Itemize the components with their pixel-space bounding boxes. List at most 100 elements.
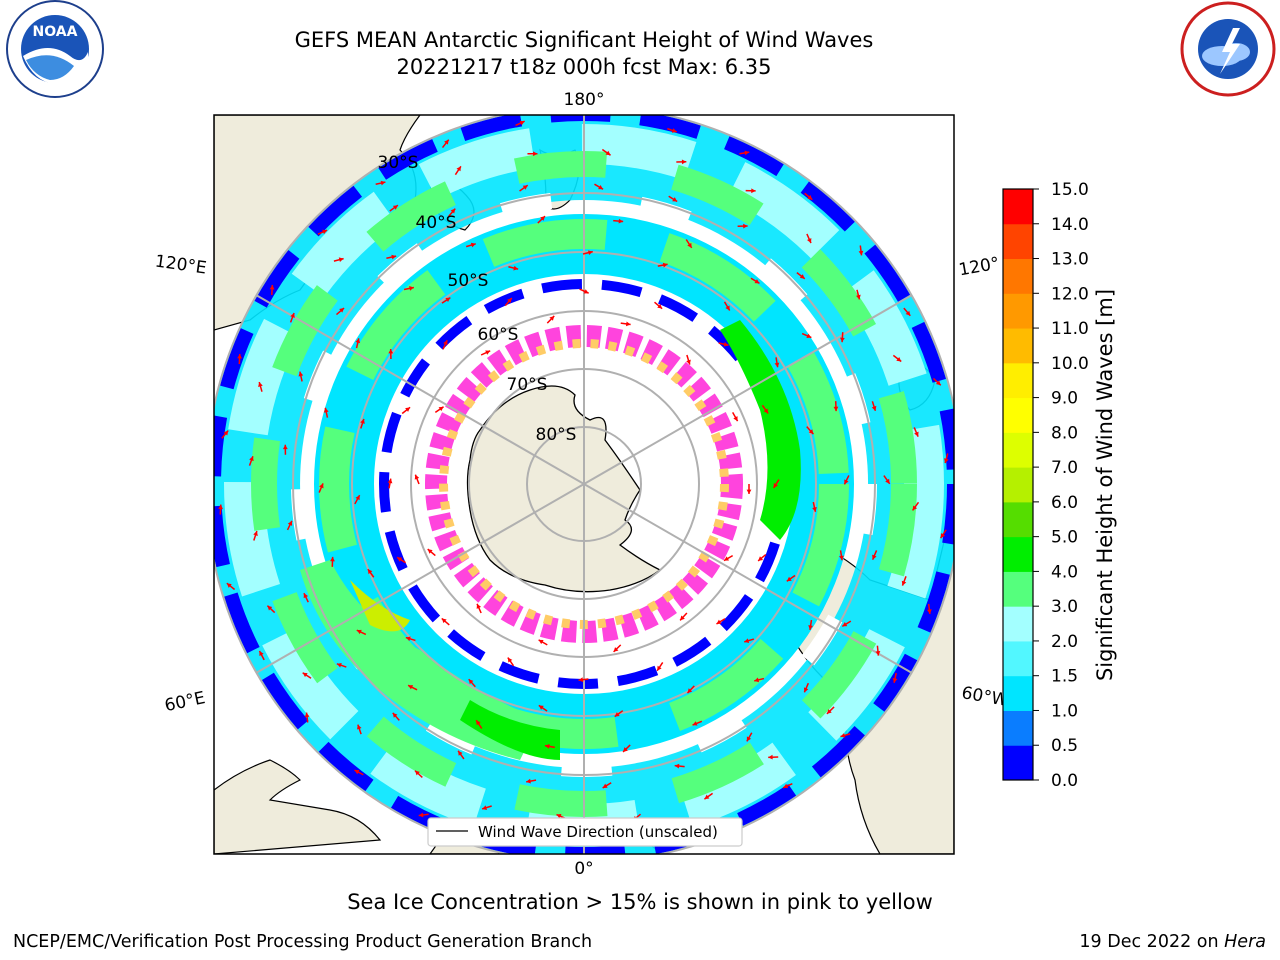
wave-direction-arrowhead — [896, 356, 902, 362]
wave-direction-arrowhead — [687, 242, 692, 248]
wave-direction-arrowhead — [476, 603, 482, 609]
wave-direction-arrowhead — [533, 151, 538, 157]
wave-direction-arrowhead — [657, 665, 662, 671]
wave-direction-arrowhead — [912, 505, 918, 511]
wave-direction-arrowhead — [803, 687, 809, 693]
wave-direction-arrowhead — [806, 333, 812, 338]
graticule — [214, 115, 954, 854]
wave-direction-arrowhead — [450, 208, 456, 214]
colorbar-swatch — [1003, 397, 1033, 433]
colorbar-swatch — [1003, 571, 1033, 607]
wave-direction-arrowhead — [671, 128, 677, 133]
wave-direction-arrowhead — [856, 294, 861, 300]
lat-label-80s: 80°S — [536, 425, 577, 445]
colorbar-tick-label: 13.0 — [1051, 250, 1089, 270]
wave-direction-arrowhead — [842, 622, 848, 627]
wave-direction-arrowhead — [808, 429, 814, 435]
wave-direction-arrowhead — [226, 583, 232, 588]
wave-direction-arrowhead — [304, 712, 310, 718]
wave-direction-arrowhead — [901, 580, 907, 586]
wave-direction-arrowhead — [744, 638, 750, 643]
wave-direction-arrowhead — [773, 483, 778, 489]
wave-direction-arrowhead — [355, 338, 361, 344]
lat-label-30s: 30°S — [378, 153, 419, 173]
wave-direction-arrowhead — [387, 478, 393, 484]
colorbar-swatch — [1003, 293, 1033, 329]
colorbar-swatch — [1003, 501, 1033, 538]
colorbar-tick-label: 6.0 — [1051, 493, 1078, 513]
lat-label-60s: 60°S — [478, 325, 519, 345]
wave-direction-arrowhead — [391, 254, 397, 260]
colorbar-tick-label: 8.0 — [1051, 423, 1078, 443]
wave-direction-arrowhead — [885, 478, 890, 484]
wave-direction-arrowhead — [470, 242, 476, 248]
wave-direction-arrowhead — [336, 662, 342, 668]
wave-direction-arrowhead — [259, 651, 264, 657]
lon-label-60e: 60°E — [163, 688, 207, 716]
wave-direction-arrowhead — [587, 250, 593, 255]
wave-direction-arrowhead — [507, 657, 513, 663]
antarctica-land — [466, 385, 662, 593]
wave-direction-arrowhead — [367, 569, 373, 575]
wave-direction-arrowhead — [926, 609, 932, 614]
footer-left: NCEP/EMC/Verification Post Processing Pr… — [13, 932, 593, 952]
wave-direction-arrowhead — [438, 406, 444, 412]
noaa-logo-text: NOAA — [33, 24, 78, 40]
wind-wave-arrows — [218, 120, 949, 847]
wave-direction-arrowhead — [686, 359, 691, 365]
wave-direction-arrowhead — [287, 520, 293, 526]
colorbar-swatch — [1003, 258, 1033, 294]
wave-direction-arrowhead — [892, 678, 898, 683]
wave-direction-arrowhead — [519, 120, 525, 126]
wave-direction-arrowhead — [692, 721, 698, 726]
wave-direction-arrowhead — [914, 431, 919, 437]
wave-direction-arrowhead — [858, 250, 864, 256]
colorbar-tick-label: 9.0 — [1051, 389, 1078, 409]
wave-direction-arrowhead — [538, 705, 544, 710]
wave-direction-arrowhead — [456, 166, 461, 172]
wave-direction-arrowhead — [723, 341, 729, 347]
wave-direction-arrowhead — [743, 223, 748, 229]
colorbar-tick-label: 1.0 — [1051, 701, 1078, 721]
wave-direction-arrowhead — [598, 184, 604, 190]
wave-direction-arrowhead — [538, 639, 544, 645]
wave-direction-arrowhead — [751, 188, 756, 194]
wave-direction-arrowhead — [725, 305, 730, 311]
wave-direction-arrowhead — [392, 205, 398, 210]
wave-direction-arrowhead — [786, 576, 792, 582]
wave-direction-arrowhead — [282, 444, 288, 450]
wave-direction-arrowhead — [249, 456, 254, 462]
wave-direction-arrowhead — [840, 733, 846, 738]
wave-direction-arrowhead — [392, 712, 398, 718]
wave-direction-arrowhead — [680, 615, 685, 621]
wave-direction-arrowhead — [360, 418, 365, 424]
wave-direction-arrowhead — [754, 677, 760, 683]
wave-direction-arrowhead — [356, 629, 362, 635]
lon-label-0: 0° — [574, 859, 593, 879]
colorbar-frame — [1002, 188, 1034, 781]
wave-direction-arrowhead — [443, 340, 448, 346]
map-frame — [213, 114, 955, 855]
colorbar-swatch — [1003, 223, 1033, 260]
wave-direction-arrowhead — [269, 284, 275, 290]
wave-direction-arrowhead — [833, 406, 839, 412]
wave-direction-arrowhead — [303, 593, 309, 599]
lon-label-180: 180° — [564, 90, 605, 110]
wave-direction-arrowhead — [388, 348, 394, 354]
wave-direction-arrowhead — [513, 265, 519, 271]
wave-direction-arrowhead — [338, 257, 344, 263]
wave-direction-arrowhead — [409, 285, 414, 291]
wave-direction-arrowhead — [418, 812, 424, 818]
lon-label-120e: 120°E — [154, 252, 208, 279]
wave-direction-arrowhead — [768, 754, 773, 760]
wave-direction-arrowhead — [602, 783, 608, 788]
colorbar-swatch — [1003, 189, 1033, 225]
map-legend: Wind Wave Direction (unscaled) — [427, 817, 743, 847]
wave-direction-arrowhead — [844, 479, 849, 485]
wave-direction-arrowhead — [614, 712, 620, 717]
wave-direction-arrowhead — [322, 229, 328, 235]
wave-direction-arrowhead — [763, 408, 769, 414]
wave-direction-arrowhead — [681, 159, 687, 165]
colorbar-tick-label: 14.0 — [1051, 215, 1089, 235]
